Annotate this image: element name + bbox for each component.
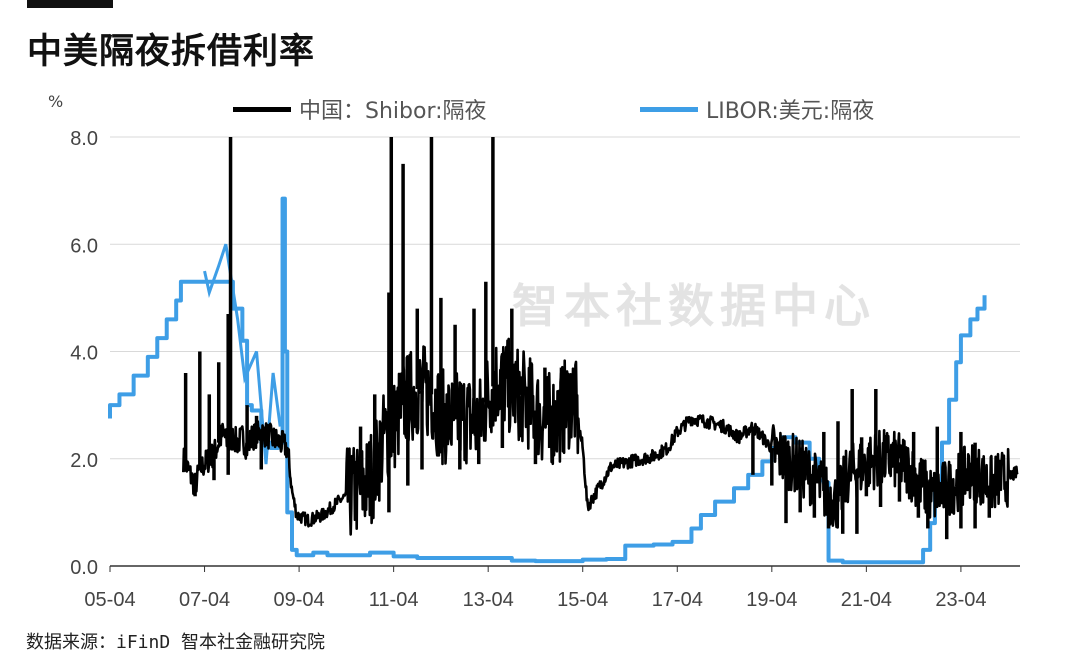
x-tick-label: 19-04 [746,589,797,611]
y-tick-label: 2.0 [70,450,98,472]
legend-label-libor: LIBOR:美元:隔夜 [706,99,875,124]
x-tick-label: 07-04 [179,589,230,611]
legend-label-shibor: 中国：Shibor:隔夜 [299,99,487,124]
legend-swatch-libor [640,106,698,112]
x-tick-label: 05-04 [84,589,135,611]
legend-item-shibor: 中国：Shibor:隔夜 [233,94,487,124]
legend-swatch-shibor [233,106,291,112]
x-tick-label: 11-04 [369,589,419,611]
series-line-libor [108,196,987,565]
y-tick-label: 8.0 [70,128,98,150]
x-tick-label: 13-04 [463,589,514,611]
x-tick-label: 23-04 [935,589,986,611]
y-tick-label: 6.0 [70,235,98,257]
watermark: 智本社数据中心 [512,279,876,333]
series-line-shibor [182,337,1019,536]
legend-item-libor: LIBOR:美元:隔夜 [640,94,874,124]
y-tick-label: 0.0 [70,557,98,579]
page-title: 中美隔夜拆借利率 [27,32,316,72]
x-tick-label: 21-04 [841,589,892,611]
y-axis-unit: % [48,92,64,111]
series-line-libor-volatility [203,243,282,465]
y-tick-label: 4.0 [70,343,98,365]
x-tick-label: 09-04 [274,589,325,611]
x-tick-label: 15-04 [557,589,608,611]
source-note: 数据来源：iFinD 智本社金融研究院 [26,632,326,653]
title-top-rule [27,0,113,8]
x-tick-label: 17-04 [652,589,703,611]
